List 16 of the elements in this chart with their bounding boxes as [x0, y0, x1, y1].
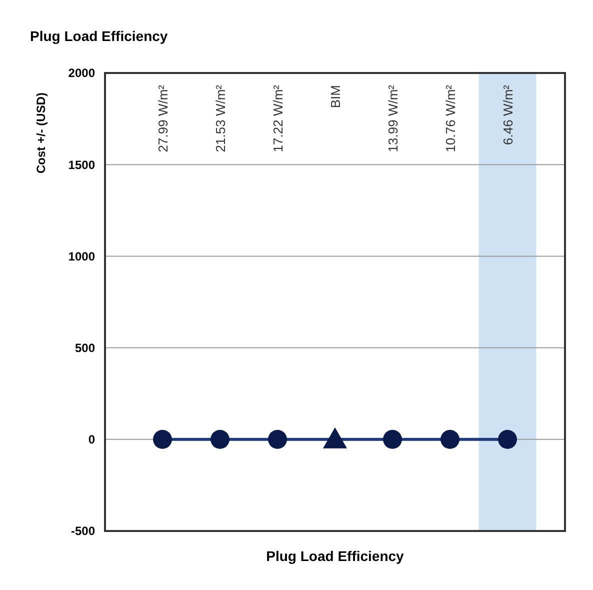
x-tick-label: BIM [328, 85, 343, 108]
x-tick-label: 17.22 W/m² [270, 84, 286, 152]
x-tick-label: 21.53 W/m² [213, 84, 228, 152]
y-tick-label: 1500 [68, 158, 96, 172]
x-axis-title: Plug Load Efficiency [266, 548, 404, 564]
x-tick-label: 10.76 W/m² [443, 84, 458, 152]
y-axis-title: Cost +/- (USD) [34, 92, 48, 174]
x-tick-label: 27.99 W/m² [156, 84, 170, 152]
y-tick-label: 500 [74, 341, 96, 355]
y-tick-label: -500 [70, 524, 96, 538]
x-tick-label: 13.99 W/m² [386, 84, 400, 152]
y-tick-label: 1000 [68, 249, 96, 264]
y-tick-label: 0 [88, 432, 96, 447]
y-tick-label: 2000 [68, 66, 96, 80]
chart-title: Plug Load Efficiency [30, 28, 168, 44]
x-tick-label: 6.46 W/m² [500, 84, 516, 145]
